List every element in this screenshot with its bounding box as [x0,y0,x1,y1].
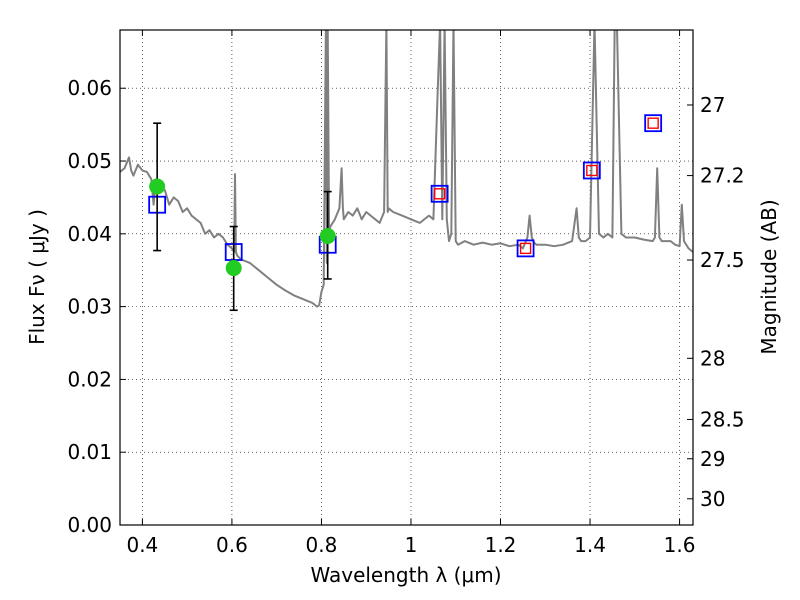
grid-lines [120,30,693,526]
x-tick-label: 0.4 [126,533,158,557]
y-tick-label: 0.01 [67,440,112,464]
model-photometry-marker [430,184,449,203]
y-axis-label: Flux Fν ( μJy ) [25,209,49,345]
x-tick-label: 0.8 [306,533,338,557]
x-tick-label: 0.6 [216,533,248,557]
plot-frame [119,29,694,526]
y-tick-label: 0.04 [67,222,112,246]
synthetic-photometry-marker [433,188,446,200]
x-tick-label: 1.4 [574,533,606,557]
model-spectrum-line [120,30,693,308]
y-tick-label: 0.03 [67,295,112,319]
x-tick-label: 1.2 [485,533,517,557]
right-tick-label: 27.5 [700,248,745,272]
synthetic-photometry-marker [586,164,598,177]
right-axis-label: Magnitude (AB) [757,199,781,354]
observed-flux-point [149,178,166,195]
axis-ticks: 0.4 0.6 0.8 1 1.2 1.4 1.6 0.00 0.01 0.02 0.03 0.04 0… [67,30,745,557]
observed-flux-point [319,228,336,245]
synthetic-photometry-marker [647,117,659,129]
x-axis-label: Wavelength λ (μm) [310,563,501,587]
right-tick-label: 29 [700,447,725,471]
model-photometry-marker [582,161,601,180]
plot-background [120,30,693,525]
y-tick-label: 0.00 [67,513,112,537]
right-tick-label: 27.2 [700,164,745,188]
plot-area [120,30,693,312]
y-tick-label: 0.05 [67,149,112,173]
synthetic-photometry-marker [519,242,532,255]
y-tick-label: 0.02 [67,367,112,391]
right-tick-label: 27 [700,93,725,117]
observed-flux-point [225,260,242,277]
x-tick-label: 1 [405,533,418,557]
y-tick-label: 0.06 [67,76,112,100]
model-photometry-marker [516,239,535,258]
right-tick-label: 28.5 [700,407,745,431]
right-tick-label: 30 [700,487,725,511]
model-photometry-marker [644,114,663,133]
right-tick-label: 28 [700,346,725,370]
x-tick-label: 1.6 [664,533,696,557]
